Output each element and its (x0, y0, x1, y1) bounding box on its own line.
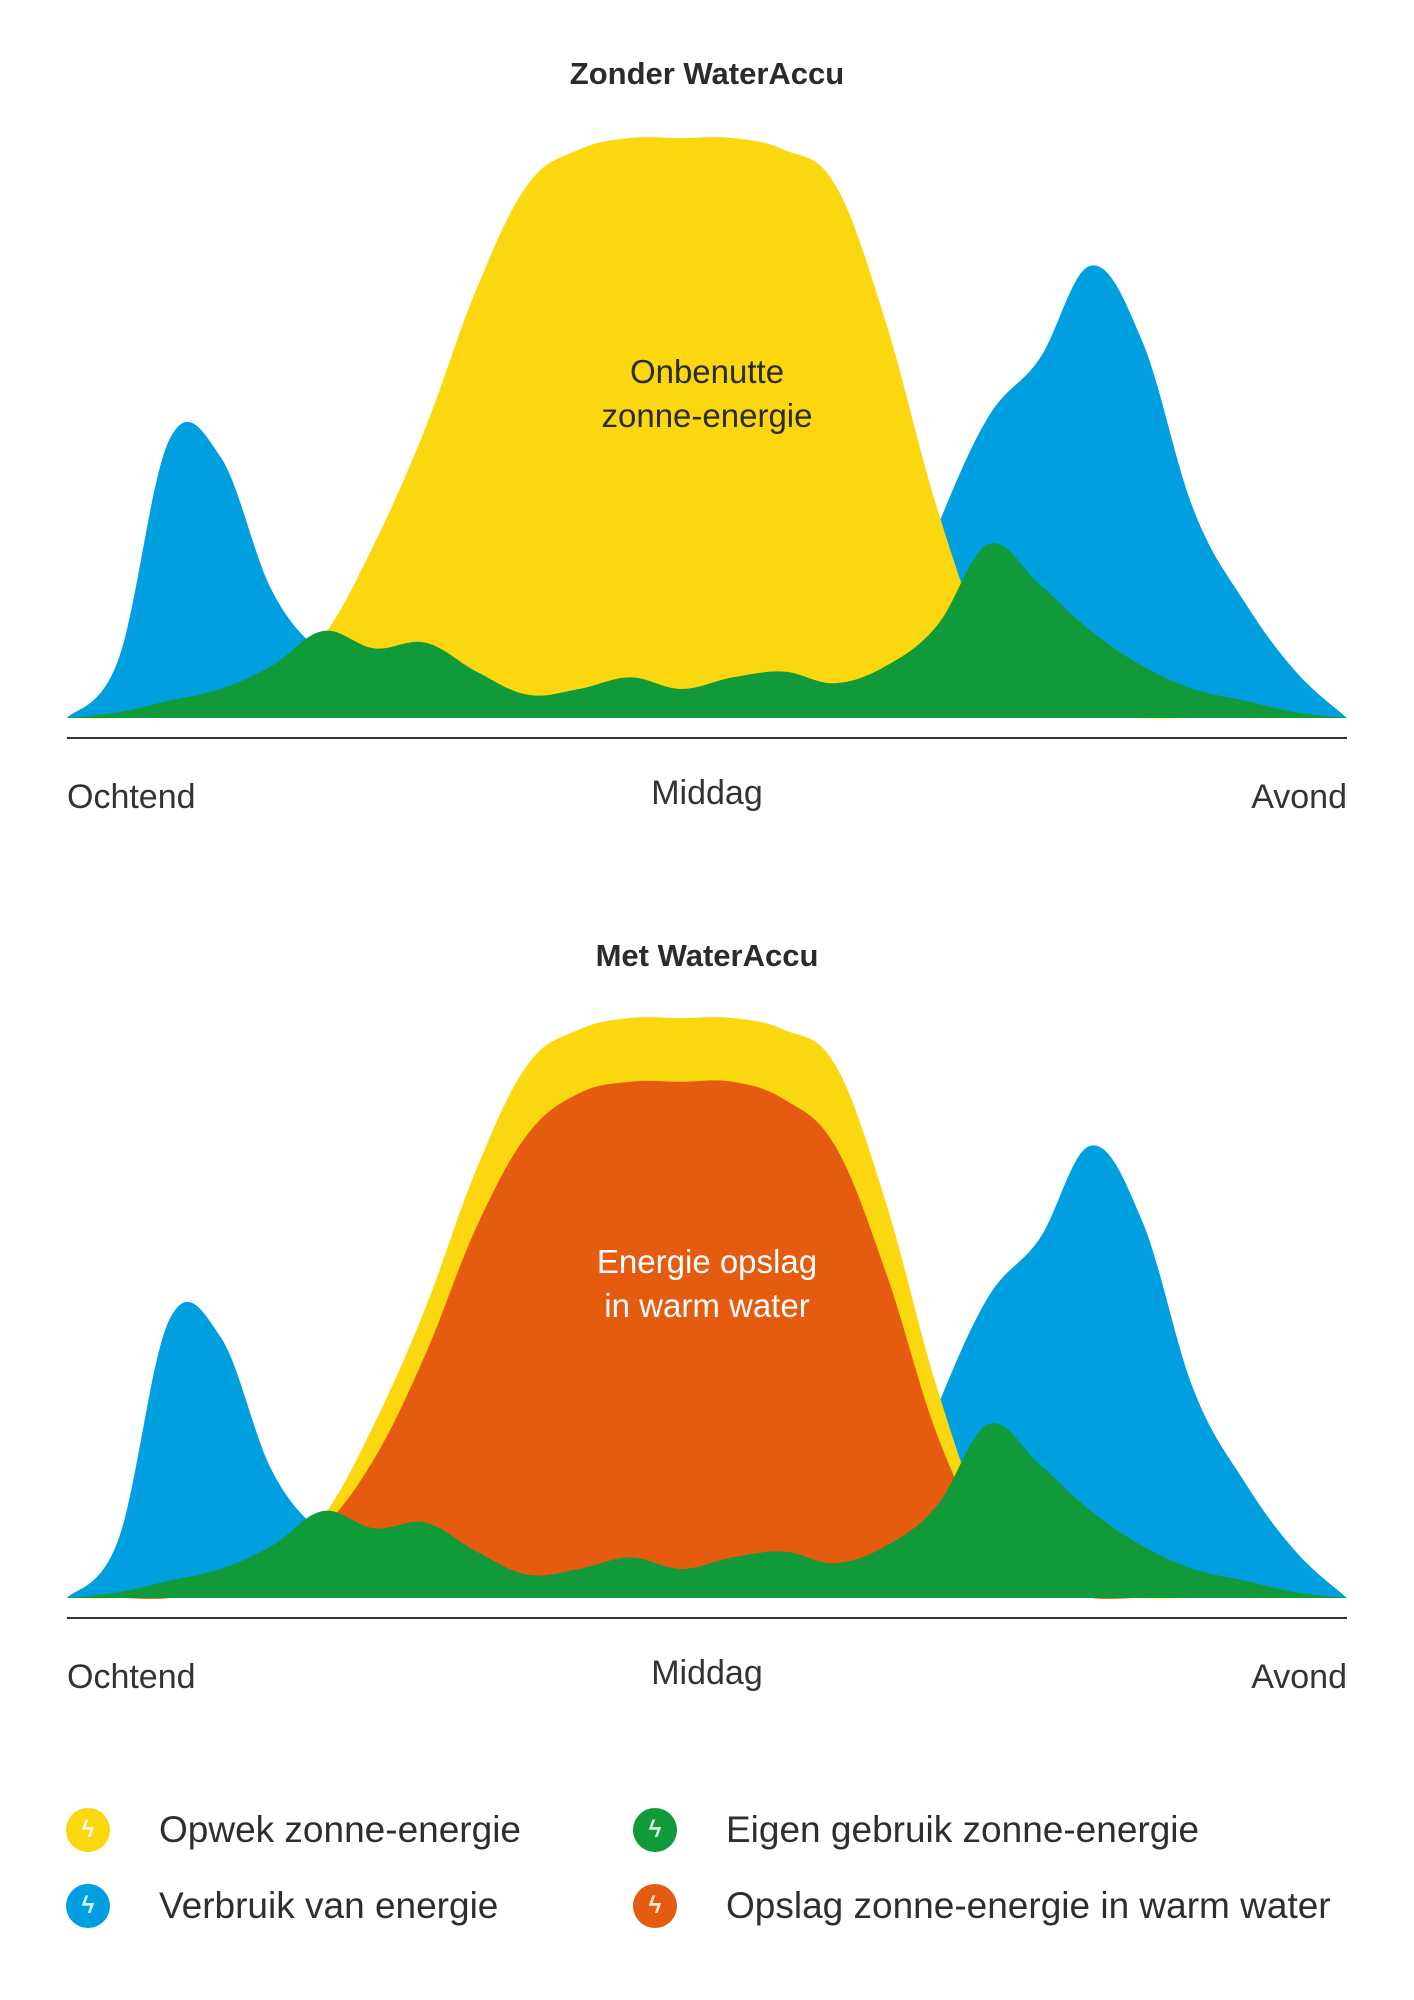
annotation-energy-storage: Energie opslag in warm water (596, 1243, 818, 1324)
area-series-orange (67, 1080, 1347, 1599)
legend-label: Opslag zonne-energie in warm water (726, 1885, 1331, 1926)
x-tick-label-noon: Middag (651, 1654, 763, 1692)
area-series-green (67, 1422, 1347, 1598)
chart-with-wateraccu: Met WaterAccu Energie opslag in warm wat… (0, 880, 1414, 1760)
x-tick-label-evening: Avond (1251, 1658, 1347, 1696)
lightning-icon: ϟ (66, 1884, 110, 1928)
x-tick-label-noon: Middag (651, 774, 763, 812)
chart-without-wateraccu: Zonder WaterAccu Onbenutte zonne-energie… (0, 0, 1414, 880)
area-series-yellow (67, 137, 1347, 719)
chart-title: Zonder WaterAccu (569, 56, 845, 91)
legend-item-own-solar-use: ϟ Eigen gebruik zonne-energie (633, 1800, 1199, 1860)
legend-label: Opwek zonne-energie (159, 1809, 521, 1850)
legend-item-solar-generation: ϟ Opwek zonne-energie (66, 1800, 521, 1860)
chart-title: Met WaterAccu (595, 938, 819, 973)
annotation-unused-solar: Onbenutte zonne-energie (601, 353, 813, 434)
lightning-icon: ϟ (633, 1884, 677, 1928)
legend-label: Verbruik van energie (159, 1885, 499, 1926)
lightning-icon: ϟ (66, 1808, 110, 1852)
x-tick-label-morning: Ochtend (67, 778, 196, 816)
area-chart-plot (67, 137, 1347, 739)
area-series-green (67, 542, 1347, 718)
legend-item-energy-consumption: ϟ Verbruik van energie (66, 1876, 498, 1936)
x-tick-label-evening: Avond (1251, 778, 1347, 816)
area-chart-plot (67, 1017, 1347, 1619)
legend-item-storage-warm-water: ϟ Opslag zonne-energie in warm water (633, 1876, 1331, 1936)
lightning-icon: ϟ (633, 1808, 677, 1852)
legend: ϟ Opwek zonne-energie ϟ Eigen gebruik zo… (0, 1790, 1414, 1960)
x-tick-label-morning: Ochtend (67, 1658, 196, 1696)
legend-label: Eigen gebruik zonne-energie (726, 1809, 1200, 1850)
